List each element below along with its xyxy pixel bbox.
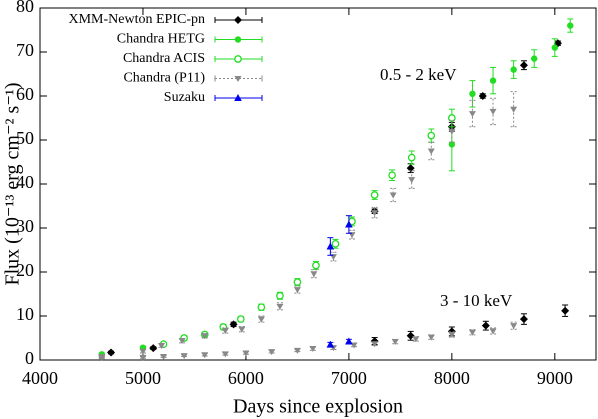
x-tick-label: 8000 (434, 368, 470, 388)
legend-label: Chandra ACIS (123, 51, 205, 66)
point (468, 329, 476, 336)
y-tick-label: 20 (16, 260, 34, 280)
point (406, 331, 415, 340)
point (236, 315, 245, 323)
y-tick-label: 30 (16, 216, 34, 236)
point (371, 210, 379, 217)
point (427, 334, 435, 341)
point (389, 192, 397, 199)
point (221, 328, 229, 335)
point (201, 352, 209, 359)
x-tick-label: 9000 (537, 368, 573, 388)
point (160, 353, 168, 360)
legend-marker (234, 94, 242, 101)
point (448, 331, 456, 338)
point (510, 66, 517, 73)
point (407, 153, 416, 162)
point (293, 278, 302, 286)
point (257, 316, 265, 323)
legend-marker (234, 55, 242, 63)
point (276, 303, 284, 310)
point (469, 90, 476, 98)
point (242, 350, 250, 357)
point (510, 323, 518, 330)
point (567, 22, 574, 29)
point (98, 355, 106, 362)
point (489, 328, 497, 335)
point (370, 191, 379, 199)
point (510, 106, 518, 113)
point (312, 261, 320, 270)
point (180, 353, 188, 360)
x-tick-label: 6000 (228, 368, 264, 388)
point (178, 338, 186, 345)
legend-label: Chandra (P11) (123, 71, 205, 86)
point (229, 320, 238, 329)
point (257, 303, 266, 312)
legend-marker (234, 36, 242, 43)
point (481, 321, 490, 330)
point (489, 108, 497, 115)
point (519, 61, 528, 70)
point (268, 349, 276, 356)
point (309, 346, 317, 353)
point (139, 354, 147, 361)
point (489, 77, 497, 84)
point (345, 220, 353, 228)
legend-label: Chandra HETG (117, 32, 205, 47)
point (345, 337, 353, 345)
point (331, 239, 340, 248)
x-axis-label: Days since explosion (233, 396, 403, 418)
y-tick-label: 60 (16, 84, 34, 104)
y-tick-label: 40 (16, 172, 34, 192)
legend-label: Suzaku (164, 90, 205, 105)
point (326, 340, 335, 348)
point (561, 306, 570, 315)
legend-label: XMM-Newton EPIC-pn (69, 12, 206, 27)
annotation: 0.5 - 2 keV (380, 65, 457, 84)
point (276, 291, 284, 300)
point (391, 339, 399, 346)
point (448, 128, 456, 135)
point (107, 348, 116, 357)
point (238, 326, 246, 333)
point (157, 342, 165, 349)
point (531, 55, 538, 62)
point (427, 131, 436, 140)
point (139, 348, 147, 355)
point (293, 287, 301, 294)
x-tick-label: 4000 (22, 368, 58, 388)
y-tick-label: 10 (16, 304, 34, 324)
y-axis-label: Flux (10⁻¹³ erg cm⁻² s⁻¹) (2, 82, 24, 285)
point (221, 351, 229, 358)
point (388, 171, 396, 180)
y-tick-label: 70 (16, 40, 34, 60)
point (371, 341, 379, 348)
point (427, 148, 435, 155)
point (412, 336, 420, 343)
x-tick-label: 7000 (331, 368, 367, 388)
point (448, 141, 456, 148)
point (478, 92, 487, 100)
y-tick-label: 80 (16, 0, 34, 16)
legend-marker (234, 76, 242, 82)
point (310, 271, 318, 278)
x-tick-label: 5000 (125, 368, 161, 388)
y-tick-label: 50 (16, 128, 34, 148)
point (519, 315, 528, 324)
annotation: 3 - 10 keV (440, 291, 513, 310)
point (149, 344, 158, 353)
point (408, 177, 416, 184)
point (201, 333, 209, 340)
point (326, 242, 335, 250)
point (468, 111, 476, 118)
y-tick-label: 0 (25, 348, 34, 368)
legend-marker (234, 16, 242, 24)
point (293, 347, 301, 354)
point (406, 164, 415, 173)
point (551, 44, 559, 51)
